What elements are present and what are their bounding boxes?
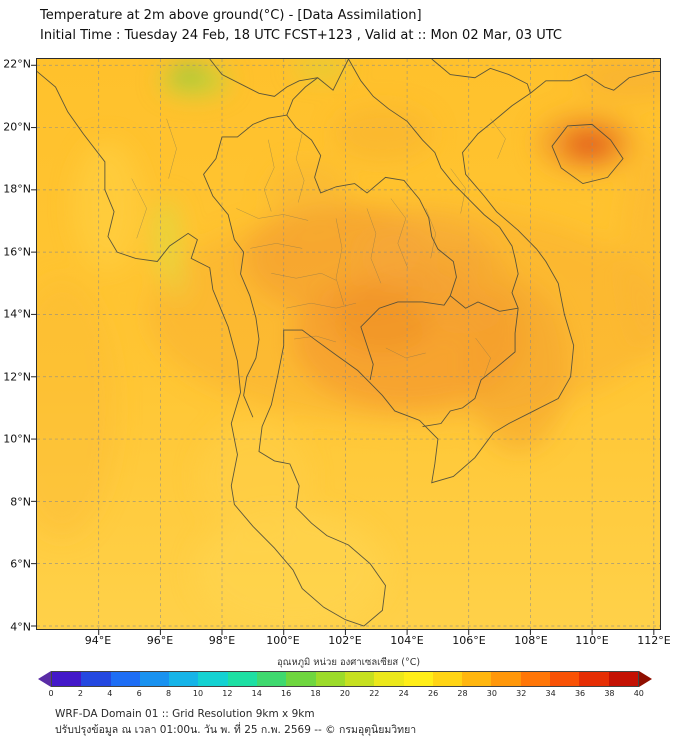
colorbar-left-arrow bbox=[38, 671, 51, 687]
colorbar-segment bbox=[52, 672, 82, 686]
model-domain-info: WRF-DA Domain 01 :: Grid Resolution 9km … bbox=[55, 708, 315, 720]
colorbar-segment bbox=[462, 672, 492, 686]
page-title: Temperature at 2m above ground(°C) - [Da… bbox=[40, 8, 422, 23]
axis-tick-marks bbox=[31, 64, 655, 635]
map-header: Temperature at 2m above ground(°C) - [Da… bbox=[40, 6, 562, 46]
y-axis-tick-label: 20°N bbox=[3, 120, 31, 134]
x-axis-tick-label: 112°E bbox=[637, 634, 671, 647]
colorbar-segment bbox=[432, 672, 463, 686]
colorbar-ticks: 0 2 4 6 8 10 12 14 16 18 20 22 24 26 28 … bbox=[48, 689, 644, 698]
china-myanmar-border bbox=[209, 58, 318, 97]
colorbar-segment bbox=[550, 672, 580, 686]
colorbar-segment bbox=[520, 672, 551, 686]
colorbar-segment bbox=[169, 672, 199, 686]
y-axis-tick-label: 6°N bbox=[10, 557, 31, 571]
colorbar-segment bbox=[198, 672, 228, 686]
hainan-island bbox=[551, 123, 624, 185]
footer: WRF-DA Domain 01 :: Grid Resolution 9km … bbox=[55, 706, 416, 738]
y-axis-tick-label: 12°N bbox=[3, 370, 31, 384]
cambodia-vietnam-border bbox=[422, 308, 519, 428]
coastline bbox=[36, 71, 660, 627]
colorbar-segment bbox=[315, 672, 345, 686]
colorbar-right-arrow bbox=[639, 671, 652, 687]
colorbar-segment bbox=[491, 672, 521, 686]
colorbar-segment bbox=[344, 672, 375, 686]
x-axis-tick-label: 104°E bbox=[390, 634, 424, 647]
x-axis-tick-label: 110°E bbox=[575, 634, 609, 647]
thailand-myanmar-border bbox=[203, 114, 287, 418]
map-plot-area bbox=[31, 58, 661, 635]
y-axis: 22°N 20°N 18°N 16°N 14°N 12°N 10°N 8°N 6… bbox=[0, 57, 33, 634]
page-subtitle: Initial Time : Tuesday 24 Feb, 18 UTC FC… bbox=[40, 28, 562, 43]
x-axis-tick-label: 100°E bbox=[266, 634, 300, 647]
y-axis-tick-label: 16°N bbox=[3, 245, 31, 259]
x-axis: 94°E 96°E 98°E 100°E 102°E 104°E 106°E 1… bbox=[36, 634, 671, 650]
colorbar-segment bbox=[110, 672, 140, 686]
colorbar bbox=[38, 671, 652, 687]
colorbar-segment bbox=[374, 672, 404, 686]
y-axis-tick-label: 22°N bbox=[3, 57, 31, 71]
x-axis-tick-label: 98°E bbox=[208, 634, 236, 647]
y-axis-tick-label: 8°N bbox=[10, 495, 31, 509]
province-borders bbox=[131, 118, 506, 378]
colorbar-segment bbox=[608, 672, 638, 686]
colorbar-segment bbox=[579, 672, 609, 686]
china-vietnam-border bbox=[431, 58, 531, 94]
y-axis-tick-label: 14°N bbox=[3, 307, 31, 321]
colorbar-segment bbox=[403, 672, 433, 686]
colorbar-segment bbox=[139, 672, 170, 686]
x-axis-tick-label: 96°E bbox=[146, 634, 174, 647]
laos-vietnam-border bbox=[348, 58, 519, 309]
colorbar-label: อุณหภูมิ หน่วย องศาเซลเซียส (°C) bbox=[276, 657, 421, 668]
x-axis-tick-label: 94°E bbox=[84, 634, 112, 647]
y-axis-tick-label: 18°N bbox=[3, 182, 31, 196]
colorbar-segment bbox=[227, 672, 258, 686]
colorbar-scale bbox=[51, 671, 639, 687]
colorbar-segment bbox=[286, 672, 316, 686]
y-axis-tick-label: 10°N bbox=[3, 432, 31, 446]
x-axis-tick-label: 102°E bbox=[328, 634, 362, 647]
update-copyright-info: ปรับปรุงข้อมูล ณ เวลา 01:00น. วัน พ. ที่… bbox=[55, 724, 417, 736]
grid-lines bbox=[37, 59, 660, 629]
country-borders bbox=[36, 58, 660, 627]
thailand-laos-cambodia-border bbox=[286, 114, 457, 380]
map-canvas bbox=[31, 58, 660, 635]
colorbar-segment bbox=[81, 672, 111, 686]
x-axis-tick-label: 106°E bbox=[452, 634, 486, 647]
y-axis-tick-label: 4°N bbox=[10, 620, 31, 634]
x-axis-tick-label: 108°E bbox=[514, 634, 548, 647]
laos-cambodia-border bbox=[449, 295, 519, 312]
colorbar-segment bbox=[257, 672, 287, 686]
